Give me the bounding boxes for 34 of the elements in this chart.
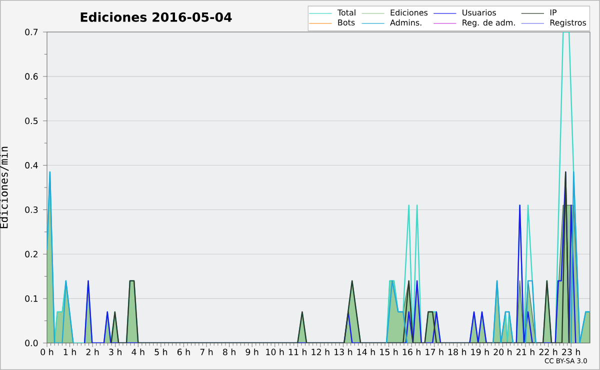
chart-title: Ediciones 2016-05-04 [80,12,232,22]
x-tick-label: 17 h [426,348,444,356]
x-tick-label: 9 h [246,348,258,356]
y-tick-label: 0.0 [25,340,38,346]
x-tick-label: 12 h [312,348,330,356]
y-tick-label: 0.4 [25,162,38,169]
x-tick-label: 3 h [109,348,122,356]
x-tick-label: 23 h [562,348,580,356]
y-tick-label: 0.3 [25,206,38,213]
x-tick-label: 19 h [471,348,489,356]
x-tick-label: 22 h [539,348,558,356]
x-tick-label: 6 h [177,348,190,356]
x-tick-label: 21 h [516,348,534,356]
y-tick-label: 0.5 [25,118,38,124]
x-tick-label: 15 h [380,348,398,356]
x-tick-label: 5 h [154,348,168,356]
x-tick-label: 4 h [132,348,144,356]
y-tick-label: 0.6 [25,73,38,80]
x-tick-label: 13 h [334,348,352,356]
y-tick-label: 0.7 [25,28,38,36]
x-tick-label: 11 h [288,348,306,356]
x-tick-label: 16 h [402,348,420,356]
x-tick-label: 8 h [223,348,236,356]
x-tick-label: 0 h [40,348,54,356]
x-tick-label: 18 h [448,348,466,356]
x-tick-label: 14 h [357,348,375,356]
x-tick-label: 1 h [64,348,76,356]
x-tick-label: 20 h [494,348,512,356]
x-tick-label: 7 h [200,348,213,356]
y-tick-label: 0.1 [25,295,38,302]
x-tick-label: 10 h [266,348,284,356]
y-axis-title: Ediciones/min [0,146,9,228]
y-tick-label: 0.2 [25,250,38,258]
x-tick-label: 2 h [86,348,99,356]
